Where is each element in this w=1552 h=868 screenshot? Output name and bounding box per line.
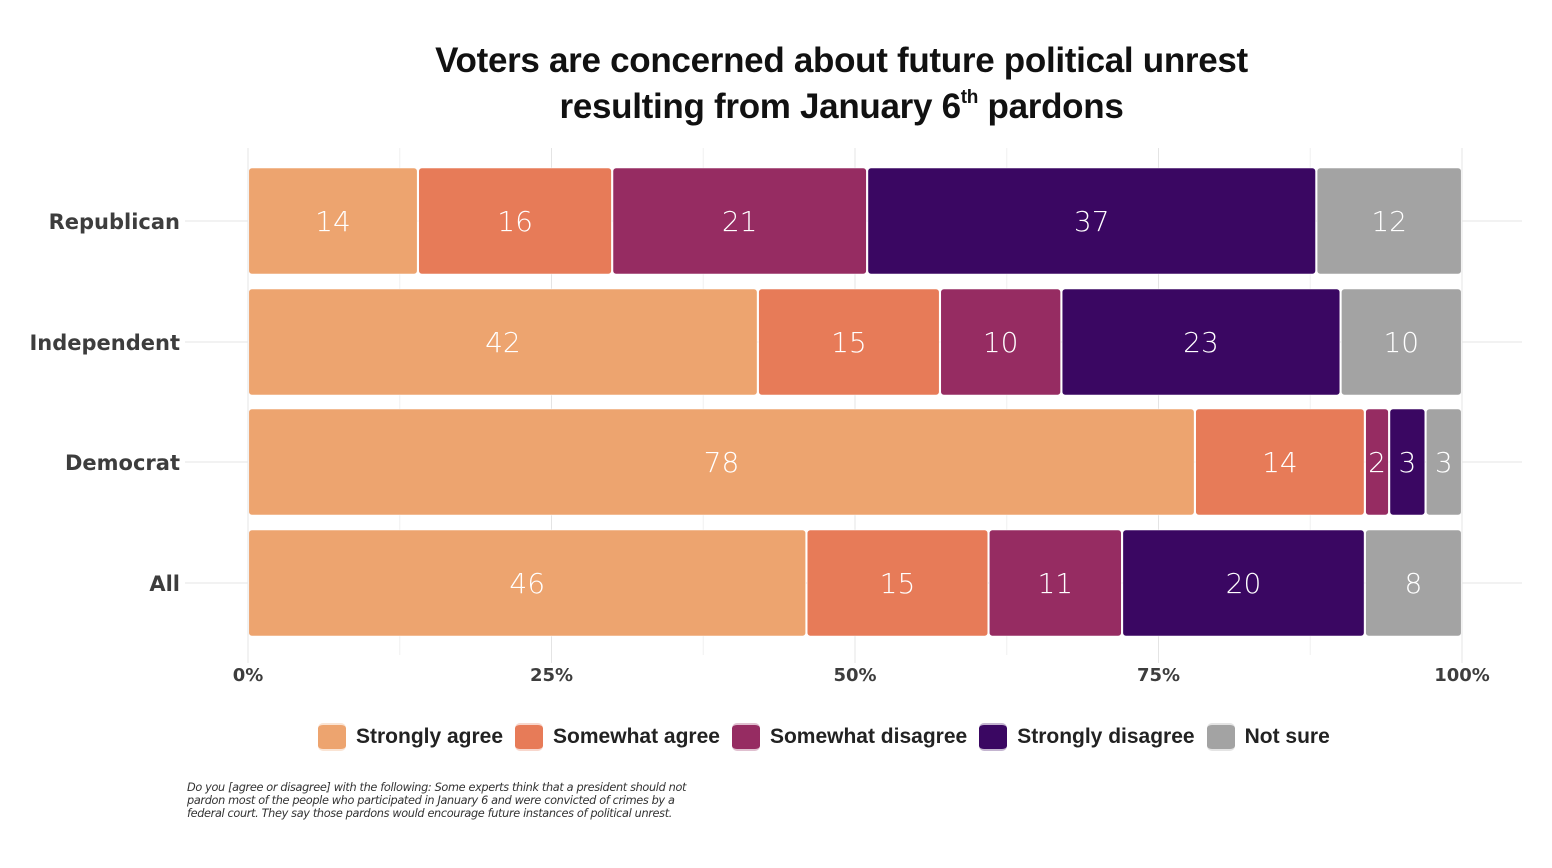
bar-segment-democrat-somewhat-disagree: 2 bbox=[1365, 408, 1389, 516]
bar-segment-independent-somewhat-agree: 15 bbox=[758, 288, 940, 396]
data-label: 15 bbox=[831, 326, 867, 359]
chart-title: Voters are concerned about future politi… bbox=[0, 38, 1552, 130]
bar-segment-republican-strongly-agree: 14 bbox=[248, 167, 418, 275]
bar bbox=[1195, 408, 1365, 516]
bar-segment-republican-not-sure: 12 bbox=[1316, 167, 1462, 275]
data-label: 10 bbox=[983, 326, 1019, 359]
category-labels: Republican Independent Democrat All bbox=[29, 210, 180, 596]
data-label: 14 bbox=[1262, 446, 1298, 479]
bar-segment-all-strongly-disagree: 20 bbox=[1122, 529, 1365, 637]
bar bbox=[248, 529, 806, 637]
bar bbox=[1122, 529, 1365, 637]
bar bbox=[1341, 288, 1462, 396]
legend-swatch bbox=[318, 723, 346, 751]
legend-label: Strongly disagree bbox=[1017, 725, 1195, 748]
bar bbox=[806, 529, 989, 637]
x-tick-label: 0% bbox=[233, 665, 264, 686]
bar-segment-all-somewhat-disagree: 11 bbox=[988, 529, 1122, 637]
bar bbox=[940, 288, 1061, 396]
bar-segment-independent-not-sure: 10 bbox=[1341, 288, 1462, 396]
legend-item: Somewhat agree bbox=[515, 723, 720, 751]
bar bbox=[988, 529, 1122, 637]
data-label: 11 bbox=[1037, 567, 1073, 600]
data-label: 16 bbox=[497, 205, 533, 238]
category-label: All bbox=[149, 572, 180, 596]
bar-segment-all-not-sure: 8 bbox=[1365, 529, 1462, 637]
bar bbox=[1316, 167, 1462, 275]
legend-swatch bbox=[979, 723, 1008, 751]
legend-label: Somewhat agree bbox=[553, 725, 720, 748]
bar-segment-all-somewhat-agree: 15 bbox=[806, 529, 989, 637]
bar-segment-republican-strongly-disagree: 37 bbox=[867, 167, 1316, 275]
category-label: Independent bbox=[29, 331, 180, 355]
data-label: 12 bbox=[1371, 205, 1407, 238]
category-label: Republican bbox=[49, 210, 180, 234]
data-label: 20 bbox=[1226, 567, 1262, 600]
bar bbox=[418, 167, 612, 275]
x-tick-label: 25% bbox=[530, 665, 573, 686]
bar-segment-independent-strongly-disagree: 23 bbox=[1061, 288, 1341, 396]
bar-segment-all-strongly-agree: 46 bbox=[248, 529, 806, 637]
legend-label: Strongly agree bbox=[356, 725, 504, 748]
title-line2-end: pardons bbox=[978, 87, 1124, 126]
legend-swatch bbox=[1206, 723, 1235, 751]
data-label: 46 bbox=[509, 567, 545, 600]
title-line2-text: resulting from January 6 bbox=[559, 87, 962, 126]
bar bbox=[612, 167, 867, 275]
data-label: 23 bbox=[1183, 326, 1219, 359]
data-label: 8 bbox=[1405, 567, 1423, 600]
bar bbox=[867, 167, 1316, 275]
legend-label: Somewhat disagree bbox=[769, 725, 968, 748]
bar bbox=[248, 167, 418, 275]
x-tick-label: 75% bbox=[1137, 665, 1180, 686]
bar bbox=[248, 288, 758, 396]
bar-segment-independent-strongly-agree: 42 bbox=[248, 288, 758, 396]
chart-title-line2: resulting from January 6th pardons bbox=[0, 84, 1552, 130]
legend-item: Strongly disagree bbox=[979, 723, 1195, 751]
data-label: 21 bbox=[722, 205, 758, 238]
legend-item: Not sure bbox=[1206, 723, 1330, 751]
x-tick-label: 100% bbox=[1434, 665, 1490, 686]
bar-segment-republican-somewhat-disagree: 21 bbox=[612, 167, 867, 275]
x-axis-ticks: 0% 25% 50% 75% 100% bbox=[233, 665, 1490, 686]
bar bbox=[1061, 288, 1341, 396]
bar-segment-republican-somewhat-agree: 16 bbox=[418, 167, 612, 275]
data-label: 78 bbox=[704, 446, 740, 479]
legend-label: Not sure bbox=[1244, 725, 1330, 748]
data-label: 14 bbox=[315, 205, 351, 238]
bar-segment-independent-somewhat-disagree: 10 bbox=[940, 288, 1061, 396]
survey-question-footnote: Do you [agree or disagree] with the foll… bbox=[187, 781, 687, 820]
legend: Strongly agree Somewhat agree Somewhat dis… bbox=[318, 723, 1342, 751]
data-label: 10 bbox=[1383, 326, 1419, 359]
bar bbox=[1365, 408, 1389, 516]
chart-title-line1: Voters are concerned about future politi… bbox=[435, 41, 1248, 80]
bar bbox=[1426, 408, 1462, 516]
bar-segment-democrat-strongly-agree: 78 bbox=[248, 408, 1195, 516]
legend-swatch bbox=[515, 723, 544, 751]
data-label: 3 bbox=[1435, 446, 1453, 479]
bar bbox=[1365, 529, 1462, 637]
legend-item: Strongly agree bbox=[318, 723, 503, 751]
bar-segment-democrat-not-sure: 3 bbox=[1426, 408, 1462, 516]
bar bbox=[758, 288, 940, 396]
bar-segment-democrat-somewhat-agree: 14 bbox=[1195, 408, 1365, 516]
data-label: 42 bbox=[485, 326, 521, 359]
bar bbox=[1389, 408, 1426, 516]
title-superscript: th bbox=[960, 87, 979, 108]
data-label: 15 bbox=[880, 567, 916, 600]
data-label: 2 bbox=[1368, 446, 1386, 479]
legend-swatch bbox=[731, 723, 760, 751]
bar-segment-democrat-strongly-disagree: 3 bbox=[1389, 408, 1426, 516]
x-tick-label: 50% bbox=[833, 665, 876, 686]
category-label: Democrat bbox=[65, 451, 180, 475]
data-label: 3 bbox=[1398, 446, 1416, 479]
bar bbox=[248, 408, 1195, 516]
data-label: 37 bbox=[1074, 205, 1110, 238]
legend-item: Somewhat disagree bbox=[731, 723, 968, 751]
